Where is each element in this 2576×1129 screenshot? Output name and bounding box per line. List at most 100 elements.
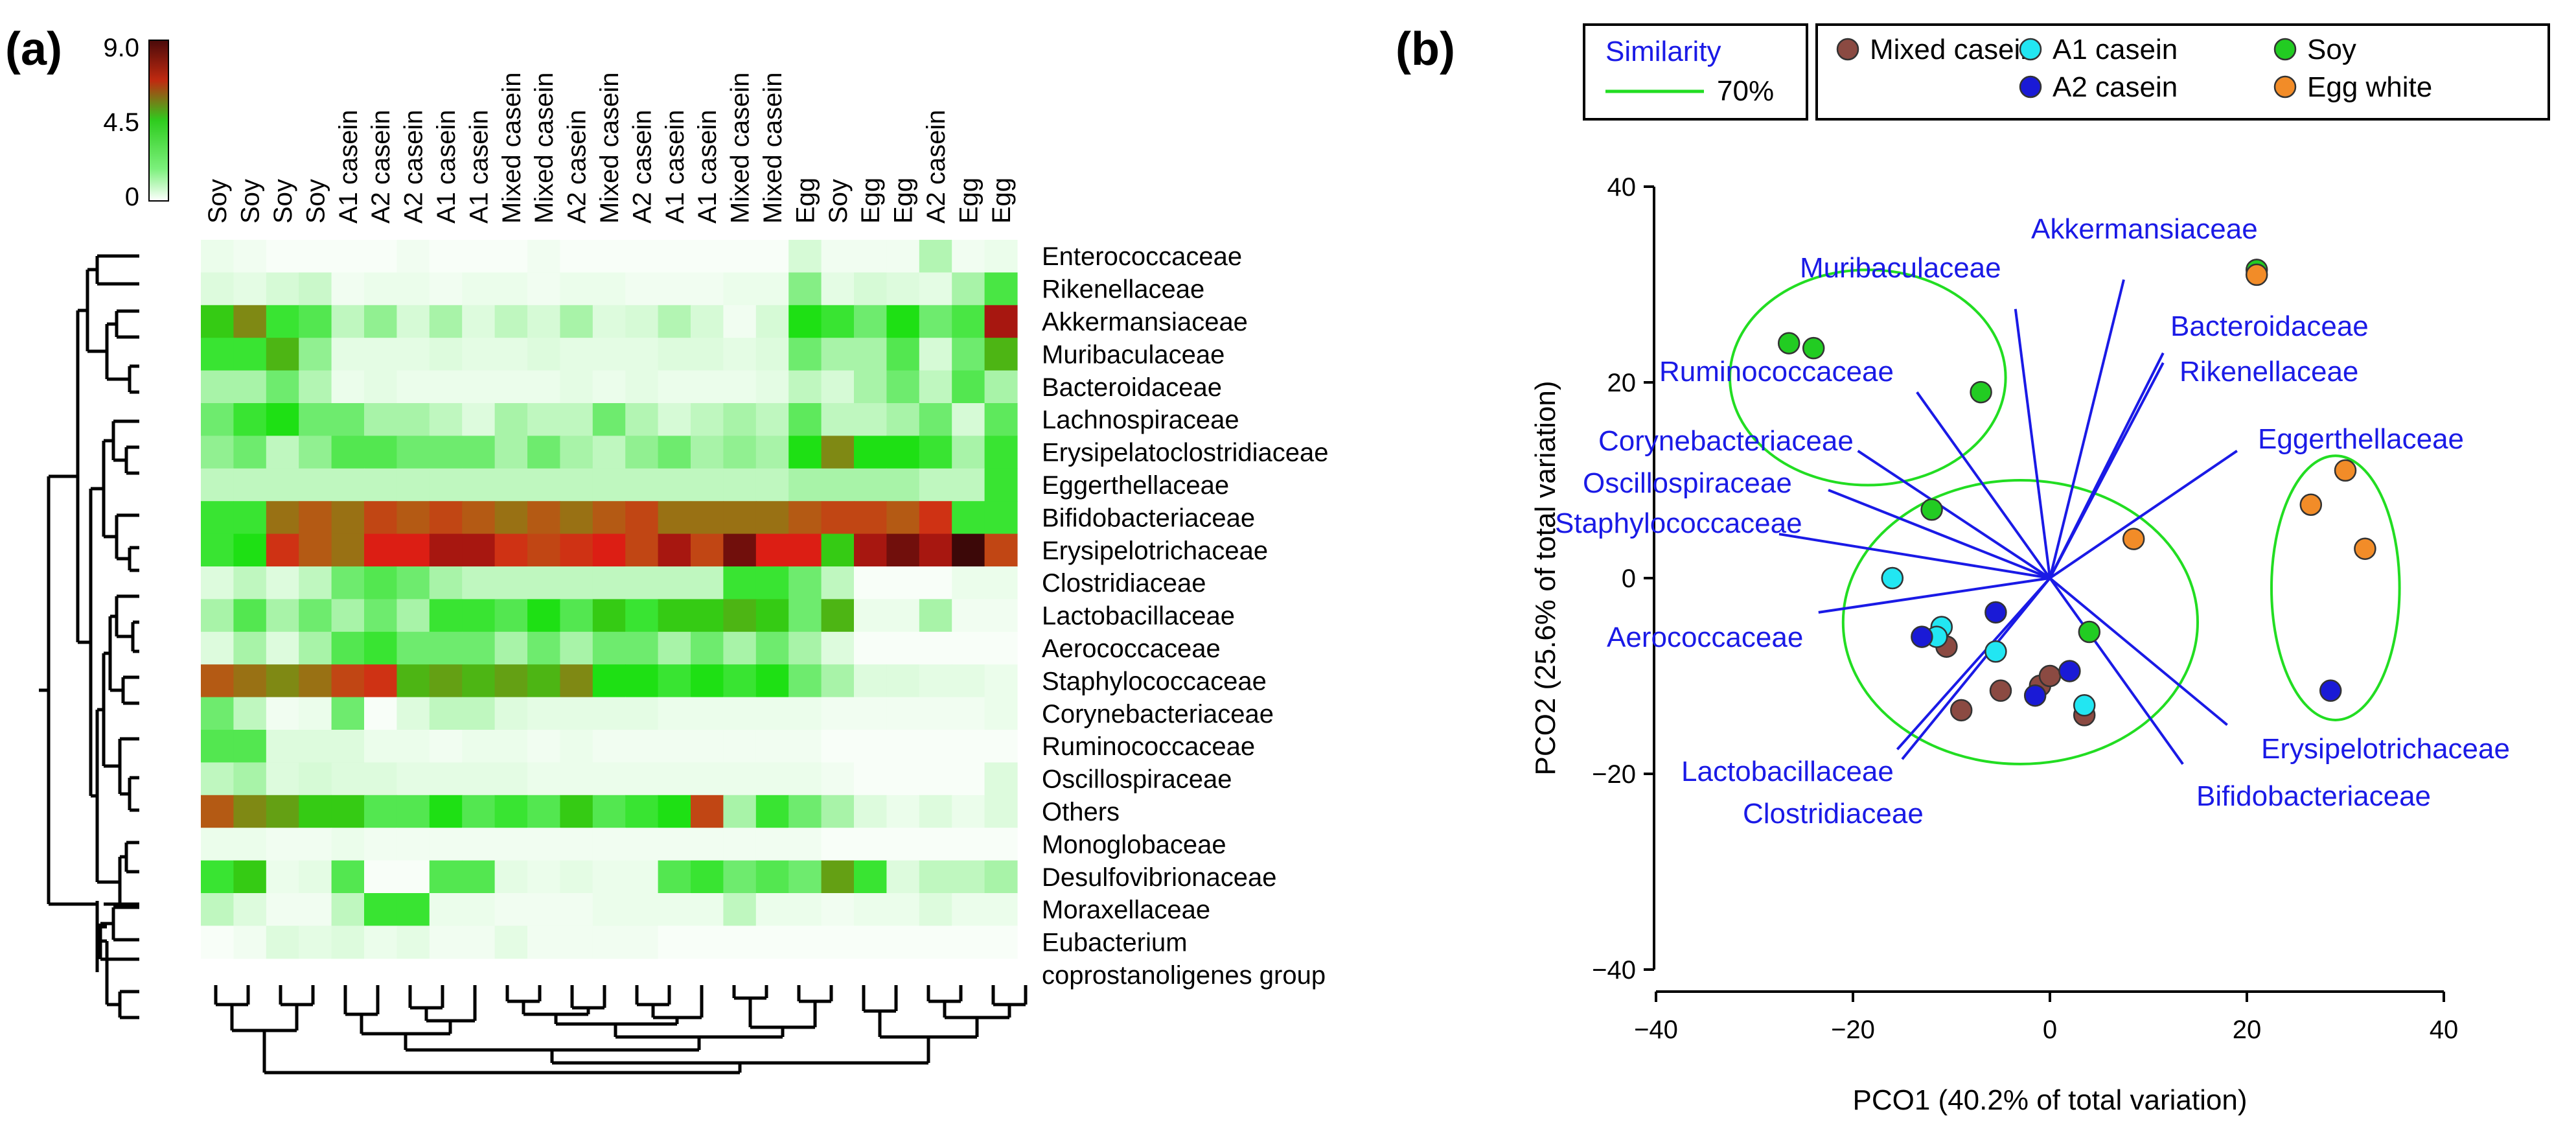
heatmap-cell xyxy=(462,240,496,273)
heatmap-cell xyxy=(854,925,887,959)
heatmap-cell xyxy=(919,599,952,633)
heatmap-cells xyxy=(201,240,1018,959)
heatmap-cell xyxy=(560,697,593,730)
heatmap-cell xyxy=(984,762,1018,796)
heatmap-cell xyxy=(658,795,691,828)
heatmap-cell xyxy=(494,730,528,763)
heatmap-cell xyxy=(984,925,1018,959)
heatmap-cell xyxy=(886,893,920,926)
heatmap-cell xyxy=(233,403,267,436)
heatmap-cell xyxy=(560,468,593,502)
data-point xyxy=(1984,640,2007,663)
heatmap-column-label: A2 casein xyxy=(628,110,656,224)
heatmap-cell xyxy=(658,403,691,436)
heatmap-cell xyxy=(658,860,691,894)
heatmap-cell xyxy=(201,893,234,926)
heatmap-cell xyxy=(723,795,757,828)
heatmap-cell xyxy=(658,631,691,665)
heatmap-cell xyxy=(919,762,952,796)
heatmap-cell xyxy=(527,860,560,894)
heatmap-cell xyxy=(233,860,267,894)
heatmap-cell xyxy=(331,338,365,371)
heatmap-column-label: Egg xyxy=(987,178,1016,224)
data-point xyxy=(2078,620,2101,644)
heatmap-cell xyxy=(625,305,659,338)
heatmap-cell xyxy=(658,599,691,633)
heatmap-cell xyxy=(691,664,724,698)
heatmap-cell xyxy=(658,828,691,861)
heatmap-cell xyxy=(625,240,659,273)
heatmap-cell xyxy=(919,730,952,763)
heatmap-cell xyxy=(233,468,267,502)
heatmap-cell xyxy=(919,468,952,502)
heatmap-cell xyxy=(919,403,952,436)
heatmap-cell xyxy=(364,338,397,371)
similarity-legend-title: Similarity xyxy=(1605,36,1721,67)
heatmap-cell xyxy=(788,860,822,894)
heatmap-cell xyxy=(266,240,299,273)
heatmap-cell xyxy=(952,240,985,273)
heatmap-cell xyxy=(625,533,659,567)
heatmap-row-label: Akkermansiaceae xyxy=(1042,308,1248,336)
vector-label-oscillospiraceae: Oscillospiraceae xyxy=(1583,467,1792,499)
heatmap-cell xyxy=(854,631,887,665)
pco-panel: Similarity 70% Mixed casein A1 casein Soy A… xyxy=(1530,23,2550,1116)
heatmap-cell xyxy=(494,762,528,796)
vector-label-bifidobacteriaceae: Bifidobacteriaceae xyxy=(2196,780,2431,812)
heatmap-cell xyxy=(266,925,299,959)
heatmap-cell xyxy=(299,240,332,273)
heatmap-cell xyxy=(331,305,365,338)
heatmap-cell xyxy=(952,501,985,535)
heatmap-cell xyxy=(299,305,332,338)
heatmap-column-label: Mixed casein xyxy=(595,73,624,224)
vector-line xyxy=(1778,533,2051,579)
heatmap-cell xyxy=(854,370,887,404)
heatmap-cell xyxy=(527,501,560,535)
heatmap-cell xyxy=(788,631,822,665)
heatmap-cell xyxy=(821,240,855,273)
heatmap-cell xyxy=(755,338,789,371)
heatmap-cell xyxy=(658,436,691,469)
heatmap-cell xyxy=(233,240,267,273)
heatmap-cell xyxy=(755,599,789,633)
heatmap-cell xyxy=(201,697,234,730)
heatmap-cell xyxy=(691,436,724,469)
heatmap-cell xyxy=(919,697,952,730)
heatmap-cell xyxy=(462,664,496,698)
heatmap-cell xyxy=(984,468,1018,502)
heatmap-cell xyxy=(984,533,1018,567)
heatmap-cell xyxy=(494,305,528,338)
heatmap-cell xyxy=(331,762,365,796)
heatmap-cell xyxy=(854,828,887,861)
heatmap-cell xyxy=(233,762,267,796)
heatmap-cell xyxy=(364,860,397,894)
heatmap-cell xyxy=(625,925,659,959)
heatmap-cell xyxy=(462,403,496,436)
heatmap-cell xyxy=(494,925,528,959)
heatmap-cell xyxy=(201,240,234,273)
heatmap-cell xyxy=(625,631,659,665)
heatmap-cell xyxy=(821,272,855,306)
heatmap-row-labels: Enterococcaceae Rikenellaceae Akkermansiac… xyxy=(1042,242,1328,990)
heatmap-cell xyxy=(723,272,757,306)
heatmap-cell xyxy=(364,468,397,502)
heatmap-cell xyxy=(592,305,626,338)
data-points xyxy=(1777,259,2376,727)
heatmap-cell xyxy=(364,436,397,469)
heatmap-cell xyxy=(299,730,332,763)
heatmap-cell xyxy=(788,240,822,273)
heatmap-cell xyxy=(625,697,659,730)
x-tick-label: 40 xyxy=(2430,1016,2459,1044)
heatmap-cell xyxy=(658,664,691,698)
heatmap-cell xyxy=(658,468,691,502)
heatmap-cell xyxy=(397,664,430,698)
heatmap-cell xyxy=(625,893,659,926)
heatmap-cell xyxy=(462,795,496,828)
heatmap-cell xyxy=(821,305,855,338)
heatmap-cell xyxy=(494,697,528,730)
heatmap-cell xyxy=(625,664,659,698)
heatmap-cell xyxy=(886,305,920,338)
heatmap-cell xyxy=(429,533,463,567)
heatmap-cell xyxy=(560,893,593,926)
similarity-cluster-ellipse xyxy=(1729,268,2007,487)
